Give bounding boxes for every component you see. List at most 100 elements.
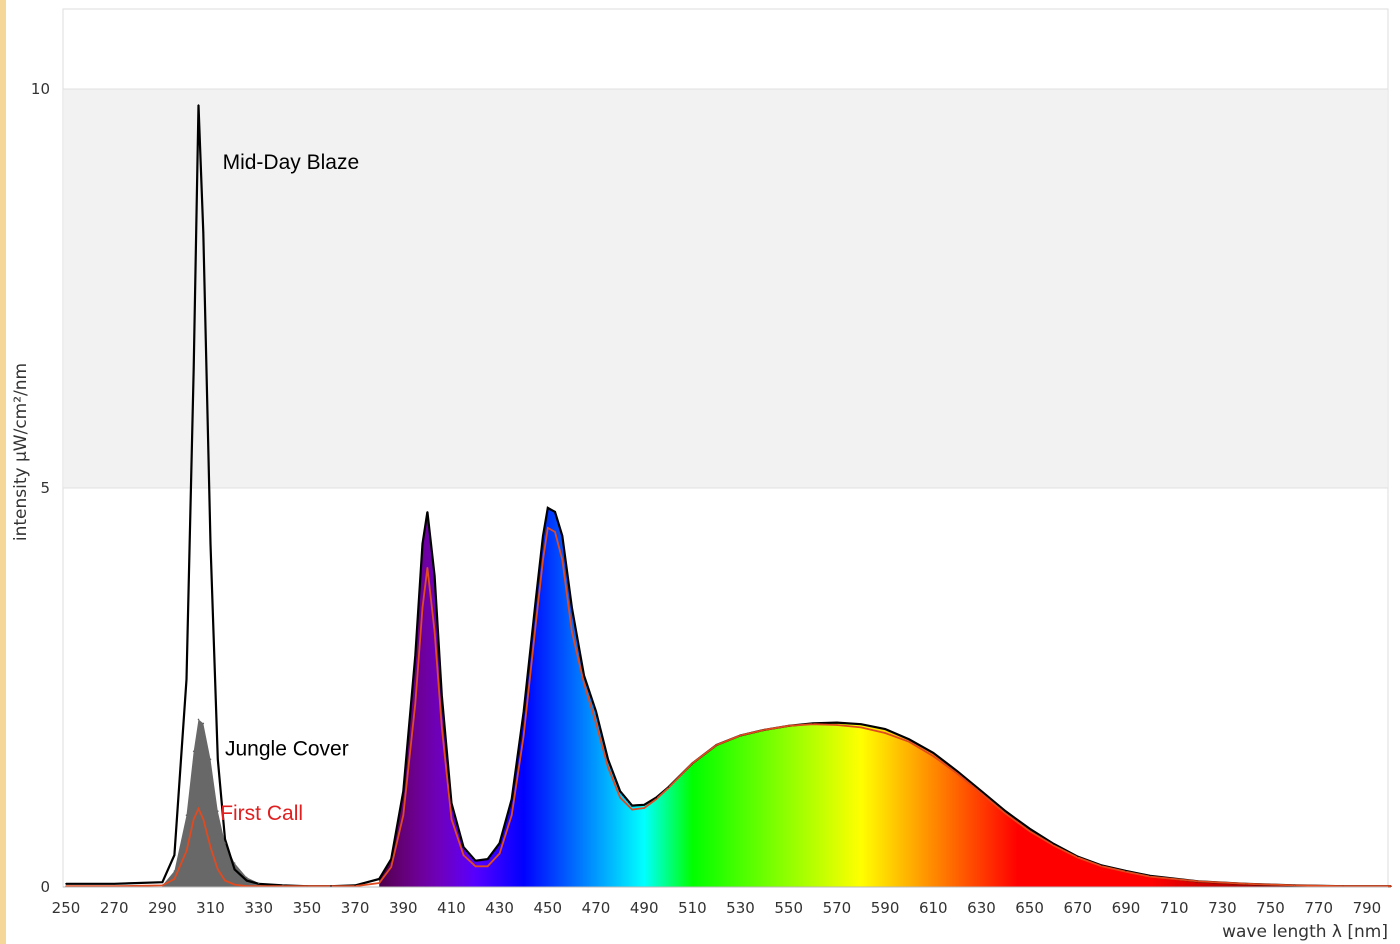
data-point	[173, 854, 176, 856]
data-point	[498, 852, 501, 855]
x-tick-label: 430	[485, 899, 514, 917]
data-point	[1197, 880, 1200, 883]
data-point	[1052, 843, 1055, 845]
data-point	[535, 622, 537, 625]
data-point	[1052, 844, 1055, 847]
x-tick-label: 630	[967, 899, 996, 917]
data-point	[860, 726, 862, 729]
x-tick-label: 450	[533, 899, 562, 917]
x-tick-label: 270	[100, 899, 129, 917]
data-point	[763, 729, 766, 731]
y-tick-label: 10	[31, 80, 50, 98]
data-point	[631, 808, 633, 811]
data-point	[522, 710, 525, 713]
x-tick-label: 490	[630, 899, 659, 917]
data-point	[433, 575, 436, 577]
data-point	[486, 858, 489, 860]
data-point	[233, 883, 236, 886]
annotation-first-call: First Call	[220, 802, 303, 825]
data-point	[908, 738, 910, 741]
x-tick-label: 750	[1256, 899, 1285, 917]
data-point	[209, 846, 212, 848]
x-tick-label: 790	[1353, 899, 1382, 917]
annotation-mid-day-blaze: Mid-Day Blaze	[223, 151, 360, 174]
data-point	[956, 770, 959, 773]
data-point	[245, 876, 248, 879]
x-tick-label: 510	[678, 899, 707, 917]
x-axis-label: wave length λ [nm]	[1222, 922, 1388, 942]
x-tick-label: 710	[1160, 899, 1189, 917]
spectrum-fill	[379, 507, 1391, 887]
x-tick-label: 690	[1112, 899, 1141, 917]
x-tick-label: 670	[1063, 899, 1092, 917]
data-point	[619, 790, 621, 792]
data-point	[224, 879, 226, 882]
data-point	[402, 814, 405, 816]
data-point	[185, 814, 188, 816]
data-point	[1245, 883, 1248, 885]
data-point	[402, 790, 405, 792]
background-band-0	[64, 89, 1387, 488]
data-point	[1004, 812, 1007, 815]
data-point	[655, 798, 657, 800]
data-point	[185, 850, 188, 852]
data-point	[1390, 885, 1392, 887]
data-point	[542, 559, 544, 561]
data-point	[217, 810, 219, 812]
data-point	[561, 559, 564, 561]
data-point	[113, 883, 115, 885]
data-point	[202, 818, 205, 820]
data-point	[595, 710, 597, 713]
x-tick-label: 730	[1208, 899, 1237, 917]
data-point	[908, 741, 910, 743]
data-point	[233, 862, 236, 864]
data-point	[571, 630, 573, 633]
data-point	[643, 807, 645, 809]
series-line-mid-day-blaze	[66, 104, 1391, 888]
data-point	[595, 722, 597, 725]
data-point	[185, 678, 188, 681]
x-tick-label: 390	[389, 899, 418, 917]
data-point	[836, 721, 838, 724]
data-point	[173, 878, 176, 880]
data-point	[161, 881, 164, 883]
data-point	[522, 734, 525, 737]
data-point	[197, 808, 200, 810]
data-point	[202, 231, 205, 234]
data-point	[474, 865, 477, 868]
x-tick-label: 290	[148, 899, 177, 917]
data-point	[884, 728, 886, 730]
data-point	[980, 792, 983, 795]
data-point	[474, 859, 477, 862]
data-point	[426, 511, 429, 513]
data-point	[390, 858, 393, 860]
data-point	[414, 654, 417, 657]
data-point	[390, 866, 393, 868]
data-point	[1028, 830, 1031, 832]
x-tick-label: 590	[871, 899, 900, 917]
data-point	[202, 722, 205, 725]
data-point	[378, 882, 381, 884]
data-point	[583, 682, 585, 685]
data-point	[161, 884, 164, 887]
data-point	[787, 725, 790, 727]
data-point	[542, 535, 544, 537]
data-point	[224, 842, 226, 844]
data-point	[217, 868, 219, 871]
data-point	[498, 842, 501, 844]
data-point	[421, 543, 424, 545]
data-point	[547, 507, 549, 509]
x-tick-label: 250	[52, 899, 81, 917]
data-point	[192, 367, 195, 370]
data-point	[554, 511, 556, 513]
series-area-jungle-cover	[162, 719, 307, 887]
data-point	[217, 758, 219, 761]
data-point	[233, 868, 236, 871]
data-point	[535, 598, 537, 601]
data-point	[1293, 884, 1296, 887]
data-point	[433, 630, 436, 633]
data-point	[224, 838, 226, 840]
x-tick-label: 530	[726, 899, 755, 917]
data-point	[209, 543, 212, 545]
